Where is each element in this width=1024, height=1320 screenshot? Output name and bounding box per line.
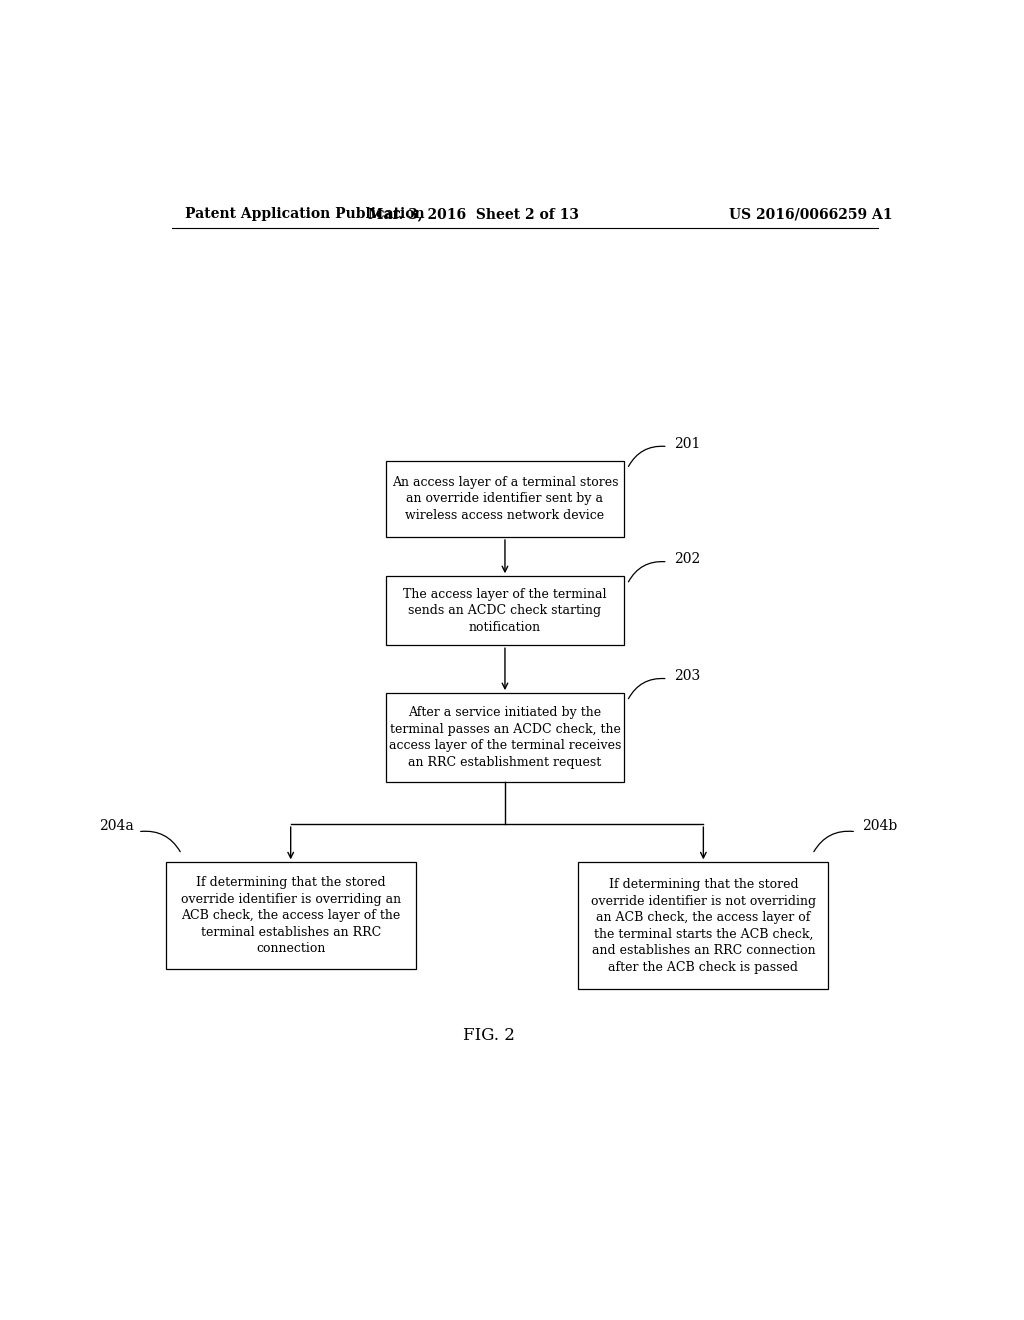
- Text: The access layer of the terminal
sends an ACDC check starting
notification: The access layer of the terminal sends a…: [403, 587, 606, 634]
- FancyBboxPatch shape: [386, 461, 624, 537]
- Text: If determining that the stored
override identifier is overriding an
ACB check, t: If determining that the stored override …: [180, 876, 400, 956]
- FancyBboxPatch shape: [386, 693, 624, 783]
- Text: An access layer of a terminal stores
an override identifier sent by a
wireless a: An access layer of a terminal stores an …: [392, 477, 618, 521]
- Text: US 2016/0066259 A1: US 2016/0066259 A1: [729, 207, 892, 222]
- Text: Patent Application Publication: Patent Application Publication: [185, 207, 425, 222]
- Text: FIG. 2: FIG. 2: [463, 1027, 515, 1044]
- Text: If determining that the stored
override identifier is not overriding
an ACB chec: If determining that the stored override …: [591, 878, 816, 974]
- FancyBboxPatch shape: [386, 576, 624, 645]
- Text: 204a: 204a: [99, 818, 134, 833]
- Text: After a service initiated by the
terminal passes an ACDC check, the
access layer: After a service initiated by the termina…: [389, 706, 622, 770]
- FancyBboxPatch shape: [166, 862, 416, 969]
- Text: Mar. 3, 2016  Sheet 2 of 13: Mar. 3, 2016 Sheet 2 of 13: [368, 207, 579, 222]
- Text: 202: 202: [674, 552, 700, 566]
- FancyBboxPatch shape: [579, 862, 828, 989]
- Text: 201: 201: [674, 437, 700, 450]
- Text: 204b: 204b: [862, 818, 898, 833]
- Text: 203: 203: [674, 669, 700, 682]
